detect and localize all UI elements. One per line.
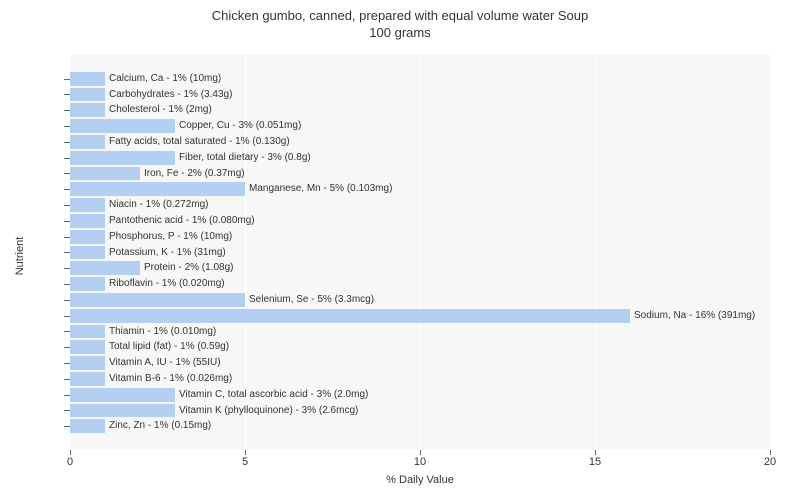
y-axis-label: Nutrient	[14, 237, 26, 276]
bar	[70, 419, 105, 433]
y-tick	[64, 268, 70, 269]
y-tick	[64, 79, 70, 80]
title-line2: 100 grams	[369, 25, 430, 40]
bar-label: Phosphorus, P - 1% (10mg)	[105, 229, 232, 245]
x-tick	[770, 450, 771, 455]
bar-label: Fatty acids, total saturated - 1% (0.130…	[105, 134, 290, 150]
x-axis-label: % Daily Value	[386, 474, 454, 486]
bar	[70, 277, 105, 291]
y-tick	[64, 363, 70, 364]
bar-label: Vitamin A, IU - 1% (55IU)	[105, 355, 221, 371]
y-tick	[64, 347, 70, 348]
bar	[70, 103, 105, 117]
x-tick-label: 10	[414, 456, 426, 468]
x-tick-label: 20	[764, 456, 776, 468]
y-tick	[64, 316, 70, 317]
plot-area: Calcium, Ca - 1% (10mg)Carbohydrates - 1…	[70, 55, 770, 450]
x-tick-label: 15	[589, 456, 601, 468]
bar	[70, 404, 175, 418]
gridline	[420, 55, 421, 450]
bar	[70, 182, 245, 196]
bar-label: Zinc, Zn - 1% (0.15mg)	[105, 418, 211, 434]
bar	[70, 372, 105, 386]
bar	[70, 230, 105, 244]
y-tick	[64, 237, 70, 238]
title-line1: Chicken gumbo, canned, prepared with equ…	[212, 8, 589, 23]
x-tick-label: 5	[242, 456, 248, 468]
bar-label: Pantothenic acid - 1% (0.080mg)	[105, 213, 255, 229]
bar-label: Copper, Cu - 3% (0.051mg)	[175, 118, 301, 134]
bar	[70, 309, 630, 323]
gridline	[770, 55, 771, 450]
y-tick	[64, 110, 70, 111]
y-tick	[64, 142, 70, 143]
y-tick	[64, 94, 70, 95]
y-tick	[64, 300, 70, 301]
y-tick	[64, 189, 70, 190]
x-tick	[420, 450, 421, 455]
bar-label: Potassium, K - 1% (31mg)	[105, 245, 226, 261]
y-tick	[64, 173, 70, 174]
y-tick	[64, 426, 70, 427]
y-tick	[64, 252, 70, 253]
bar	[70, 72, 105, 86]
bar	[70, 88, 105, 102]
bar	[70, 388, 175, 402]
bar-label: Selenium, Se - 5% (3.3mcg)	[245, 292, 374, 308]
bar-label: Total lipid (fat) - 1% (0.59g)	[105, 339, 229, 355]
bar-label: Cholesterol - 1% (2mg)	[105, 102, 212, 118]
y-tick	[64, 410, 70, 411]
gridline	[595, 55, 596, 450]
bar	[70, 246, 105, 260]
bar-label: Calcium, Ca - 1% (10mg)	[105, 71, 221, 87]
bar-label: Vitamin B-6 - 1% (0.026mg)	[105, 371, 232, 387]
bar-label: Protein - 2% (1.08g)	[140, 260, 234, 276]
bar	[70, 214, 105, 228]
y-tick	[64, 395, 70, 396]
chart-container: Chicken gumbo, canned, prepared with equ…	[0, 0, 800, 500]
x-tick	[245, 450, 246, 455]
bar-label: Riboflavin - 1% (0.020mg)	[105, 276, 225, 292]
bar-label: Manganese, Mn - 5% (0.103mg)	[245, 181, 392, 197]
bar-label: Thiamin - 1% (0.010mg)	[105, 324, 216, 340]
bar	[70, 293, 245, 307]
bar-label: Carbohydrates - 1% (3.43g)	[105, 87, 232, 103]
bar-label: Niacin - 1% (0.272mg)	[105, 197, 208, 213]
bar-label: Vitamin K (phylloquinone) - 3% (2.6mcg)	[175, 403, 358, 419]
y-tick	[64, 331, 70, 332]
bar	[70, 151, 175, 165]
y-tick	[64, 284, 70, 285]
bar	[70, 356, 105, 370]
bar	[70, 119, 175, 133]
y-tick	[64, 126, 70, 127]
x-tick	[595, 450, 596, 455]
chart-title: Chicken gumbo, canned, prepared with equ…	[0, 0, 800, 42]
x-tick	[70, 450, 71, 455]
bar-label: Vitamin C, total ascorbic acid - 3% (2.0…	[175, 387, 368, 403]
y-tick	[64, 205, 70, 206]
y-tick	[64, 221, 70, 222]
bar	[70, 167, 140, 181]
y-tick	[64, 379, 70, 380]
bar-label: Iron, Fe - 2% (0.37mg)	[140, 166, 245, 182]
bar-label: Sodium, Na - 16% (391mg)	[630, 308, 755, 324]
y-tick	[64, 158, 70, 159]
bar	[70, 340, 105, 354]
bar	[70, 135, 105, 149]
bar	[70, 198, 105, 212]
x-tick-label: 0	[67, 456, 73, 468]
bar	[70, 325, 105, 339]
bar	[70, 261, 140, 275]
bar-label: Fiber, total dietary - 3% (0.8g)	[175, 150, 311, 166]
